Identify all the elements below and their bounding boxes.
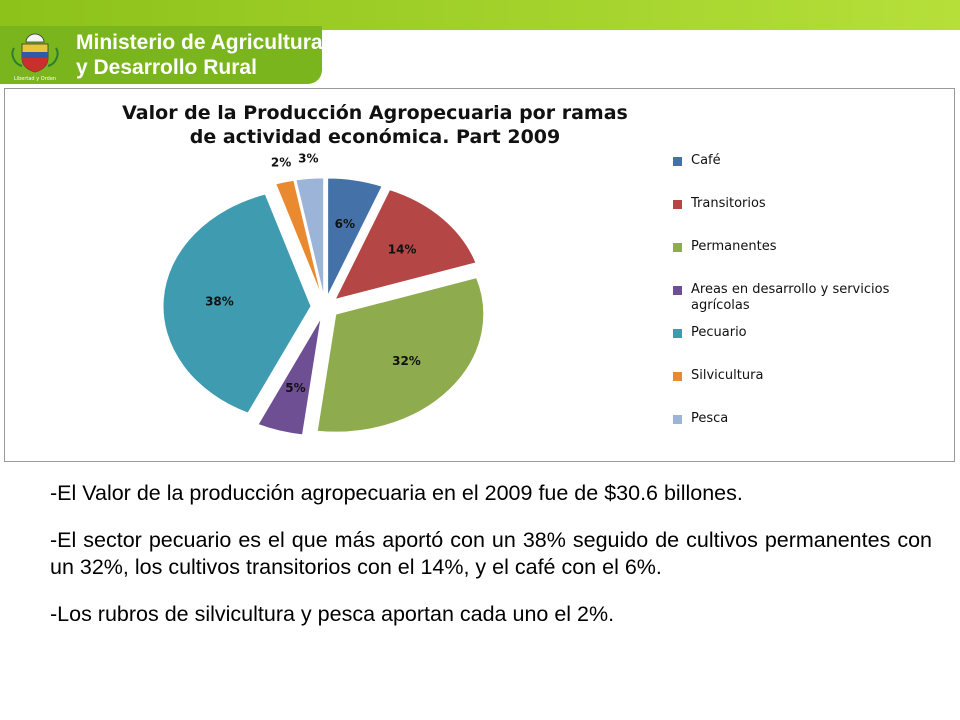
legend-item-transitorios: Transitorios — [661, 196, 951, 239]
pie-label-silvicultura: 2% — [271, 155, 291, 169]
legend-label: Pecuario — [691, 325, 747, 340]
legend-item-areas-en-desarrollo-y-servicios-agricolas: Areas en desarrollo y servicios agrícola… — [661, 282, 951, 325]
paragraph-production-value: -El Valor de la producción agropecuaria … — [50, 481, 743, 505]
paragraph-forestry-fishing: -Los rubros de silvicultura y pesca apor… — [50, 602, 615, 626]
legend-item-pesca: Pesca — [661, 411, 951, 454]
pie-label-pecuario: 38% — [205, 295, 234, 309]
pie-label-permanentes: 32% — [392, 354, 421, 368]
pie-slice-silvicultura — [275, 179, 323, 297]
legend-swatch — [673, 157, 682, 166]
ministry-title-line1: Ministerio de Agricultura — [76, 31, 323, 54]
legend-swatch — [673, 286, 682, 295]
pie-slice-permanentes — [316, 277, 485, 433]
legend-label: Silvicultura — [691, 368, 764, 383]
pie-slice-cafe — [327, 177, 383, 297]
legend-item-silvicultura: Silvicultura — [661, 368, 951, 411]
pie-label-areas-en-desarrollo-y-servicios-agricolas: 5% — [285, 381, 305, 395]
legend-item-cafe: Café — [661, 153, 951, 196]
ministry-title-line2: y Desarrollo Rural — [76, 56, 257, 79]
legend-label: Pesca — [691, 411, 729, 426]
legend-label: Transitorios — [691, 196, 766, 211]
paragraph-sector-contributions: -El sector pecuario es el que más aportó… — [50, 528, 932, 579]
pie-label-pesca: 3% — [298, 152, 318, 166]
ministry-title: Ministerio de Agricultura y Desarrollo R… — [76, 30, 323, 80]
legend-label: Café — [691, 153, 721, 168]
legend-swatch — [673, 415, 682, 424]
coat-of-arms-icon: Libertad y Orden — [11, 33, 59, 82]
chart-title: Valor de la Producción Agropecuaria por … — [122, 102, 628, 148]
pie-slice-transitorios — [334, 189, 477, 301]
legend-item-permanentes: Permanentes — [661, 239, 951, 282]
legend-swatch — [673, 200, 682, 209]
top-accent-bar — [0, 0, 960, 30]
body-text: -El Valor de la producción agropecuaria … — [50, 480, 932, 648]
pie-slice-pesca — [295, 177, 325, 296]
pie-slice-areas-en-desarrollo-y-servicios-agricolas — [257, 317, 322, 436]
pie-label-cafe: 6% — [335, 217, 355, 231]
legend-swatch — [673, 243, 682, 252]
pie-label-transitorios: 14% — [388, 242, 417, 256]
legend-label: Areas en desarrollo y servicios agrícola… — [691, 282, 890, 313]
legend-swatch — [673, 372, 682, 381]
legend-swatch — [673, 329, 682, 338]
legend-label: Permanentes — [691, 239, 777, 254]
chart-legend: Café Transitorios Permanentes Areas en desa… — [661, 153, 951, 454]
chart-frame: 6% 14% 32% 5% 38% 2% 3% Valor de la Producción… — [4, 88, 955, 462]
legend-item-pecuario: Pecuario — [661, 325, 951, 368]
pie-chart: 6% 14% 32% 5% 38% 2% 3% — [162, 152, 485, 436]
ministry-brand-box — [0, 26, 322, 84]
pie-slice-pecuario — [162, 193, 312, 414]
emblem-caption: Libertad y Orden — [14, 76, 56, 82]
